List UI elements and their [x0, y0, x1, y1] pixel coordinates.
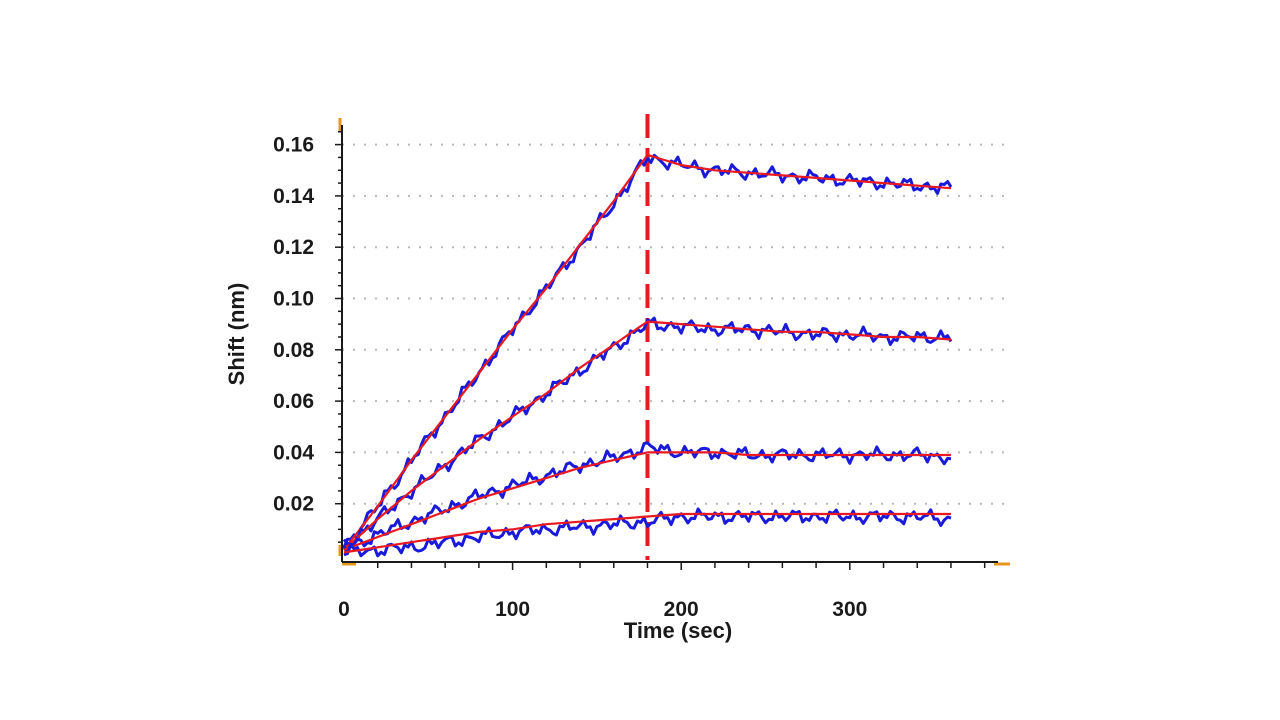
x-tick-label: 300	[832, 598, 867, 621]
y-tick-label: 0.02	[273, 493, 314, 516]
x-tick-label: 200	[664, 598, 699, 621]
fit-series-line	[343, 153, 952, 551]
y-tick-label: 0.16	[273, 134, 314, 157]
fit-series-line	[343, 320, 952, 551]
x-tick-label: 100	[495, 598, 530, 621]
y-tick-label: 0.04	[273, 441, 314, 464]
x-axis-title: Time (sec)	[624, 618, 732, 643]
x-tick-label: 0	[338, 598, 350, 621]
fit-series-line	[343, 451, 951, 551]
y-tick-label: 0.14	[273, 185, 314, 208]
y-axis-title: Shift (nm)	[224, 283, 249, 386]
y-tick-label: 0.06	[273, 390, 314, 413]
measured-series-line	[342, 153, 953, 548]
tick-labels: 0.02 0.04 0.06 0.08 0.10 0.12 0.14 0.16 0 100 200 3…	[273, 134, 867, 621]
axis-corner-markers	[338, 118, 1010, 566]
y-tick-label: 0.10	[273, 288, 314, 311]
series-group	[342, 153, 953, 558]
y-tick-label: 0.08	[273, 339, 314, 362]
measured-series-line	[343, 507, 952, 558]
axes	[335, 125, 998, 570]
y-tick-label: 0.12	[273, 236, 314, 259]
fit-series-line	[343, 512, 951, 554]
